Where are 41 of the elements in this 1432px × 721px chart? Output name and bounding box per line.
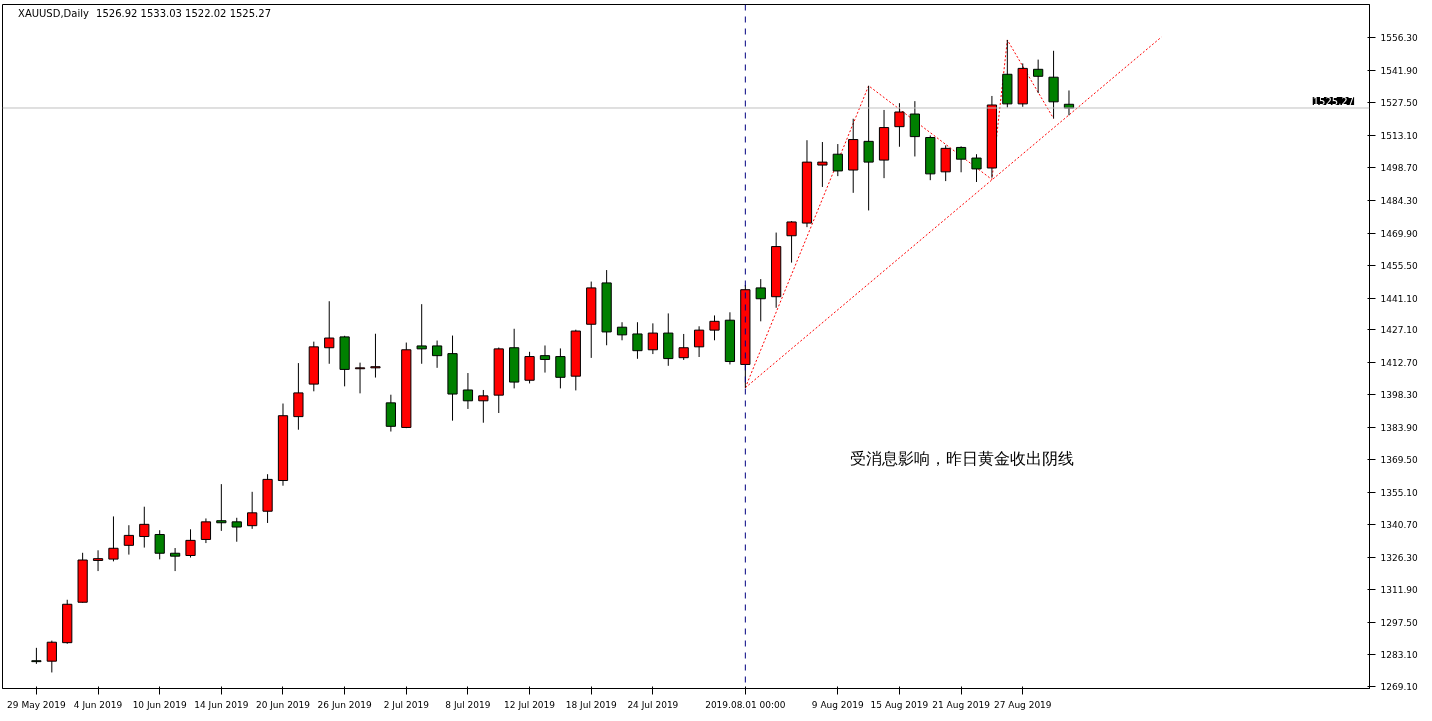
y-tick-label: 1412.70 xyxy=(1380,357,1418,368)
y-tick-label: 1541.90 xyxy=(1380,65,1418,76)
x-tick-label: 14 Jun 2019 xyxy=(194,699,249,710)
y-tick-label: 1383.90 xyxy=(1380,422,1418,433)
y-tick-label: 1326.30 xyxy=(1380,552,1418,563)
y-tick-label: 1297.50 xyxy=(1380,617,1418,628)
chart-title: XAUUSD,Daily xyxy=(18,7,89,19)
x-tick-label: 9 Aug 2019 xyxy=(811,699,865,710)
x-tick-label: 21 Aug 2019 xyxy=(932,699,991,710)
y-tick-label: 1355.10 xyxy=(1380,487,1418,498)
y-tick-label: 1498.70 xyxy=(1380,163,1418,174)
y-tick-label: 1441.10 xyxy=(1380,293,1418,304)
annotation: 受消息影响，昨日黄金收出阴线 xyxy=(850,448,1075,468)
y-tick-label: 1455.50 xyxy=(1380,261,1418,272)
ref-line-label: 1525.27 xyxy=(1312,95,1355,107)
y-tick-label: 1311.90 xyxy=(1380,585,1418,596)
y-tick-label: 1269.10 xyxy=(1380,681,1418,692)
x-tick-label: 10 Jun 2019 xyxy=(132,699,188,710)
x-tick-label: 12 Jul 2019 xyxy=(504,699,556,710)
x-tick-label: 29 May 2019 xyxy=(7,699,67,710)
x-tick-label: 2 Jul 2019 xyxy=(383,699,430,710)
y-tick-label: 1369.50 xyxy=(1380,455,1418,466)
y-tick-label: 1556.30 xyxy=(1380,33,1418,44)
chart-subtitle: 1526.92 1533.03 1522.02 1525.27 xyxy=(96,7,271,19)
x-tick-label: 15 Aug 2019 xyxy=(870,699,929,710)
x-tick-label: 20 Jun 2019 xyxy=(255,699,311,710)
y-tick-label: 1527.50 xyxy=(1380,98,1418,109)
x-tick-label: 2019.08.01 00:00 xyxy=(705,699,786,710)
y-tick-label: 1283.10 xyxy=(1380,650,1418,661)
x-tick-label: 18 Jul 2019 xyxy=(565,699,617,710)
x-tick-label: 8 Jul 2019 xyxy=(445,699,491,710)
y-tick-label: 1340.70 xyxy=(1380,520,1418,531)
x-tick-label: 24 Jul 2019 xyxy=(627,699,679,710)
x-tick-label: 26 Jun 2019 xyxy=(317,699,372,710)
y-tick-label: 1398.30 xyxy=(1380,390,1418,401)
x-tick-label: 27 Aug 2019 xyxy=(993,699,1052,710)
y-tick-label: 1469.90 xyxy=(1380,228,1418,239)
y-tick-label: 1427.10 xyxy=(1380,325,1418,336)
y-tick-label: 1513.10 xyxy=(1380,130,1418,141)
x-tick-label: 4 Jun 2019 xyxy=(73,699,123,710)
y-tick-label: 1484.30 xyxy=(1380,196,1418,207)
